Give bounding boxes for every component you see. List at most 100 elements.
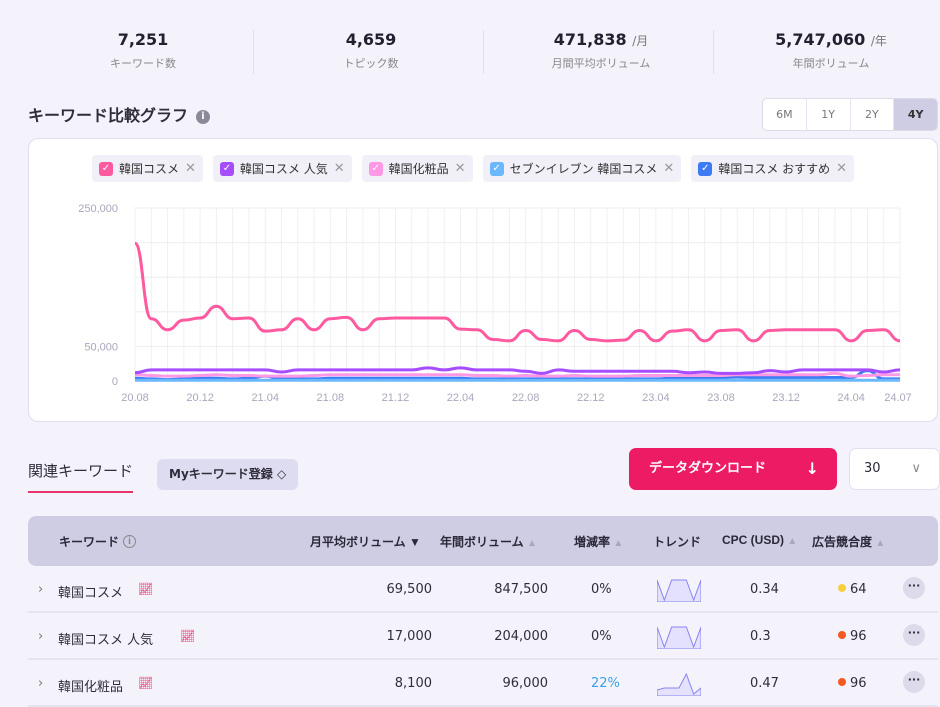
my-keyword-register-button[interactable]: Myキーワード登録 ◇ bbox=[157, 459, 299, 490]
range-selector: 6M 1Y 2Y 4Y bbox=[762, 98, 938, 131]
competition-value: 64 bbox=[850, 582, 867, 597]
checkbox-checked-icon[interactable]: ✓ bbox=[489, 161, 504, 176]
close-icon[interactable]: ✕ bbox=[836, 161, 848, 176]
monthly-volume: 69,500 bbox=[386, 582, 433, 597]
change-rate: 0% bbox=[591, 582, 612, 597]
y-tick-label: 0 bbox=[112, 376, 118, 388]
x-tick-label: 24.07 bbox=[884, 392, 912, 404]
stat-topics: 4,659 トピック数 bbox=[256, 30, 486, 71]
keyword-name[interactable]: 韓国コスメ 人気 bbox=[58, 633, 154, 648]
col-label: 月平均ボリューム bbox=[310, 535, 406, 549]
trend-sparkline bbox=[657, 672, 701, 696]
trend-sparkline bbox=[657, 626, 701, 649]
stat-monthly-volume: 471,838 /月 月間平均ボリューム bbox=[486, 30, 716, 71]
legend-chip[interactable]: ✓ セブンイレブン 韓国コスメ ✕ bbox=[482, 155, 682, 182]
range-2y[interactable]: 2Y bbox=[851, 99, 895, 130]
monthly-volume: 8,100 bbox=[394, 676, 432, 691]
more-options-button[interactable]: ··· bbox=[903, 671, 925, 693]
col-competition[interactable]: 広告競合度 ▲ bbox=[812, 533, 885, 550]
keyword-comparison-chart: 250,000 50,000 020.08 20.12 21.04 21.08 21.12 2… bbox=[78, 203, 912, 404]
range-4y[interactable]: 4Y bbox=[894, 99, 937, 130]
col-monthly-volume[interactable]: 月平均ボリューム ▼ bbox=[310, 533, 421, 550]
sort-icon: ▲ bbox=[613, 538, 624, 549]
expand-chevron-icon[interactable]: › bbox=[38, 629, 44, 644]
annual-volume: 204,000 bbox=[494, 629, 548, 644]
page-size-value: 30 bbox=[864, 461, 881, 476]
competition-dot-icon bbox=[838, 584, 846, 592]
keyword-name[interactable]: 韓国化粧品 bbox=[58, 680, 124, 695]
close-icon[interactable]: ✕ bbox=[663, 161, 675, 176]
cpc-value: 0.3 bbox=[750, 629, 771, 644]
monthly-volume: 17,000 bbox=[386, 629, 433, 644]
col-keyword[interactable]: キーワード i bbox=[59, 533, 137, 550]
table-row[interactable]: › 韓国コスメ 📈︎ 69,500 847,500 0% 0.34 64 ··· bbox=[28, 566, 938, 613]
legend-chip[interactable]: ✓ 韓国コスメ おすすめ ✕ bbox=[691, 155, 855, 182]
x-tick-label: 21.12 bbox=[382, 392, 410, 404]
x-tick-label: 21.04 bbox=[251, 392, 279, 404]
stat-value: 7,251 bbox=[117, 30, 169, 49]
more-options-button[interactable]: ··· bbox=[903, 624, 925, 646]
legend-label: セブンイレブン 韓国コスメ bbox=[509, 162, 658, 176]
stat-label: 月間平均ボリューム bbox=[551, 57, 651, 70]
legend-chip[interactable]: ✓ 韓国コスメ 人気 ✕ bbox=[212, 155, 352, 182]
info-icon[interactable]: i bbox=[123, 535, 137, 548]
legend-chip[interactable]: ✓ 韓国化粧品 ✕ bbox=[361, 155, 473, 182]
change-rate: 22% bbox=[591, 676, 620, 691]
chevron-down-icon: ∨ bbox=[911, 461, 921, 476]
download-label: データダウンロード bbox=[649, 461, 767, 476]
expand-chevron-icon[interactable]: › bbox=[38, 676, 44, 691]
col-label: キーワード bbox=[59, 535, 120, 549]
table-row[interactable]: › 韓国化粧品 📈︎ 8,100 96,000 22% 0.47 96 ··· bbox=[28, 660, 938, 707]
close-icon[interactable]: ✕ bbox=[333, 161, 345, 176]
chart-icon[interactable]: 📈︎ bbox=[180, 629, 196, 643]
col-label: CPC (USD) bbox=[722, 533, 784, 547]
keyword-name[interactable]: 韓国コスメ bbox=[58, 586, 124, 601]
close-icon[interactable]: ✕ bbox=[185, 161, 196, 176]
graph-title: キーワード比較グラフ i bbox=[28, 102, 211, 126]
table-header: キーワード i 月平均ボリューム ▼ 年間ボリューム ▲ 増減率 ▲ トレンド C… bbox=[28, 516, 938, 566]
range-6m[interactable]: 6M bbox=[763, 99, 807, 130]
close-icon[interactable]: ✕ bbox=[454, 161, 466, 176]
legend-chip[interactable]: ✓ 韓国コスメ ✕ bbox=[92, 155, 203, 182]
info-icon[interactable]: i bbox=[196, 110, 211, 124]
x-tick-label: 24.04 bbox=[837, 392, 865, 404]
legend-label: 韓国コスメ 人気 bbox=[239, 162, 328, 176]
more-options-button[interactable]: ··· bbox=[903, 577, 925, 599]
page-size-select[interactable]: 30 ∨ bbox=[849, 448, 940, 490]
table-row[interactable]: › 韓国コスメ 人気 📈︎ 17,000 204,000 0% 0.3 96 ·… bbox=[28, 613, 938, 660]
col-cpc[interactable]: CPC (USD) ▲ bbox=[722, 533, 797, 547]
chart-icon[interactable]: 📈︎ bbox=[138, 582, 154, 596]
legend-label: 韓国コスメ bbox=[119, 162, 180, 176]
stat-value: 5,747,060 bbox=[775, 30, 866, 49]
stat-keywords: 7,251 キーワード数 bbox=[28, 30, 258, 71]
stat-unit: /年 bbox=[870, 34, 887, 48]
sort-icon: ▲ bbox=[875, 538, 886, 549]
cpc-value: 0.34 bbox=[750, 582, 779, 597]
chart-icon[interactable]: 📈︎ bbox=[138, 676, 154, 690]
competition-cell: 96 bbox=[838, 629, 867, 644]
divider bbox=[483, 30, 484, 74]
expand-chevron-icon[interactable]: › bbox=[38, 582, 44, 597]
sparkline-area bbox=[657, 672, 701, 696]
x-tick-label: 22.04 bbox=[447, 392, 475, 404]
checkbox-checked-icon[interactable]: ✓ bbox=[99, 161, 113, 176]
x-tick-label: 20.08 bbox=[121, 392, 149, 404]
competition-dot-icon bbox=[838, 678, 846, 686]
col-annual-volume[interactable]: 年間ボリューム ▲ bbox=[440, 533, 537, 550]
competition-value: 96 bbox=[850, 676, 867, 691]
annual-volume: 96,000 bbox=[502, 676, 549, 691]
checkbox-checked-icon[interactable]: ✓ bbox=[219, 161, 234, 176]
checkbox-checked-icon[interactable]: ✓ bbox=[698, 161, 713, 176]
col-change[interactable]: 増減率 ▲ bbox=[574, 533, 623, 550]
divider bbox=[253, 30, 254, 74]
x-tick-label: 23.08 bbox=[707, 392, 735, 404]
data-download-button[interactable]: データダウンロード ↓ bbox=[629, 448, 837, 490]
sort-icon: ▲ bbox=[787, 536, 798, 547]
checkbox-checked-icon[interactable]: ✓ bbox=[368, 161, 383, 176]
x-tick-label: 22.12 bbox=[577, 392, 605, 404]
range-1y[interactable]: 1Y bbox=[807, 99, 851, 130]
stat-label: 年間ボリューム bbox=[792, 57, 870, 70]
tab-related-keywords[interactable]: 関連キーワード bbox=[28, 460, 134, 493]
stat-value: 471,838 bbox=[553, 30, 627, 49]
y-tick-label: 250,000 bbox=[78, 203, 118, 215]
